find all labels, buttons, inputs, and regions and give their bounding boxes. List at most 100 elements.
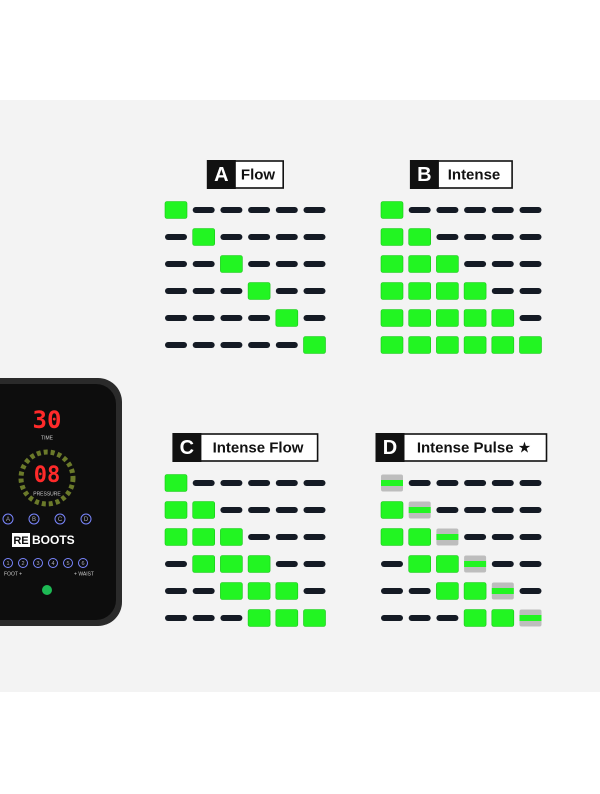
- active-cell: [380, 255, 404, 273]
- level-button[interactable]: [3, 558, 13, 568]
- active-cell: [220, 255, 243, 273]
- active-cell: [408, 309, 432, 327]
- idle-cell: [436, 234, 459, 240]
- idle-cell: [248, 261, 271, 267]
- brand-box: [12, 533, 30, 547]
- idle-cell: [491, 534, 514, 540]
- active-cell: [220, 555, 243, 573]
- active-cell: [247, 609, 271, 627]
- active-cell: [192, 501, 215, 519]
- pulse-fill: [381, 480, 403, 486]
- idle-cell: [464, 507, 487, 513]
- level-button[interactable]: [78, 558, 88, 568]
- active-cell: [192, 555, 215, 573]
- idle-cell: [519, 207, 542, 213]
- active-cell: [247, 555, 271, 573]
- idle-cell: [275, 480, 298, 486]
- idle-cell: [491, 480, 514, 486]
- level-label: 1: [6, 561, 9, 567]
- idle-cell: [464, 234, 487, 240]
- level-label: 5: [66, 561, 69, 567]
- active-cell: [380, 201, 404, 219]
- idle-cell: [220, 234, 243, 240]
- mode-letter-box: [206, 160, 236, 189]
- mode-letter: B: [417, 164, 431, 186]
- program-button[interactable]: [2, 513, 14, 525]
- idle-cell: [275, 342, 298, 348]
- idle-cell: [436, 480, 459, 486]
- idle-cell: [192, 615, 215, 621]
- play-button[interactable]: [42, 585, 52, 595]
- pulse-fill: [519, 615, 542, 621]
- time-label: TIME: [41, 435, 54, 441]
- idle-cell: [491, 234, 514, 240]
- idle-cell: [519, 561, 542, 567]
- idle-cell: [464, 207, 487, 213]
- mode-label-box: [435, 160, 513, 189]
- idle-cell: [303, 234, 326, 240]
- active-cell: [463, 336, 487, 354]
- waist-label: + WAIST: [74, 571, 94, 577]
- idle-cell: [436, 507, 459, 513]
- active-cell: [408, 228, 432, 246]
- idle-cell: [275, 207, 298, 213]
- idle-cell: [275, 261, 298, 267]
- active-cell: [463, 282, 487, 300]
- idle-cell: [464, 261, 487, 267]
- idle-cell: [519, 234, 542, 240]
- idle-cell: [248, 534, 271, 540]
- program-button[interactable]: [80, 513, 92, 525]
- idle-cell: [165, 315, 187, 321]
- active-cell: [380, 228, 404, 246]
- pressure-display: 08: [34, 463, 61, 488]
- level-button[interactable]: [18, 558, 28, 568]
- active-cell: [380, 501, 404, 519]
- mode-label: Intense Flow: [213, 439, 304, 456]
- active-cell: [164, 501, 188, 519]
- pulse-fill: [408, 507, 431, 513]
- active-cell: [408, 555, 432, 573]
- mode-letter: C: [180, 437, 194, 459]
- program-label: B: [32, 517, 36, 523]
- active-cell: [380, 528, 404, 546]
- idle-cell: [275, 534, 298, 540]
- idle-cell: [192, 315, 215, 321]
- idle-cell: [275, 561, 298, 567]
- idle-cell: [165, 561, 187, 567]
- active-cell: [247, 282, 271, 300]
- idle-cell: [381, 588, 403, 594]
- idle-cell: [220, 342, 243, 348]
- idle-cell: [248, 342, 271, 348]
- active-cell: [463, 582, 487, 600]
- idle-cell: [491, 288, 514, 294]
- pulse-fill: [436, 534, 459, 540]
- active-cell: [380, 282, 404, 300]
- idle-cell: [248, 507, 271, 513]
- program-label: C: [58, 517, 63, 523]
- active-cell: [303, 609, 326, 627]
- idle-cell: [165, 261, 187, 267]
- idle-cell: [192, 342, 215, 348]
- idle-cell: [408, 615, 431, 621]
- active-cell: [463, 609, 487, 627]
- level-button[interactable]: [48, 558, 58, 568]
- idle-cell: [165, 342, 187, 348]
- foot-label: FOOT +: [4, 571, 22, 577]
- idle-cell: [519, 288, 542, 294]
- mode-label: Flow: [241, 166, 275, 183]
- idle-cell: [303, 261, 326, 267]
- brand: BOOTS: [32, 533, 75, 547]
- mode-label: Intense: [448, 166, 501, 183]
- idle-cell: [248, 315, 271, 321]
- program-button[interactable]: [28, 513, 40, 525]
- level-button[interactable]: [33, 558, 43, 568]
- idle-cell: [192, 480, 215, 486]
- level-button[interactable]: [63, 558, 73, 568]
- program-button[interactable]: [54, 513, 66, 525]
- idle-cell: [436, 615, 459, 621]
- mode-panel: B Intense: [380, 160, 542, 354]
- mode-letter: D: [383, 437, 397, 459]
- active-cell: [164, 201, 188, 219]
- active-cell: [436, 309, 459, 327]
- active-cell: [491, 609, 515, 627]
